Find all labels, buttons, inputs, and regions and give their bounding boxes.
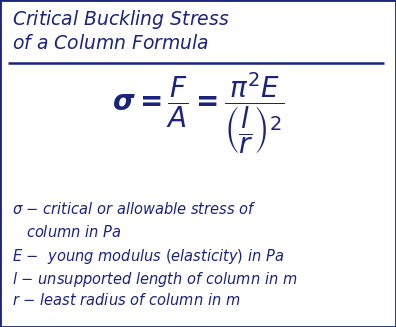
Text: $\mathbf{\mathit{Critical\ Buckling\ Stress}}$: $\mathbf{\mathit{Critical\ Buckling\ Str… xyxy=(12,8,229,31)
Text: $E$ $-$  $\mathit{young\ modulus\ (elasticity)\ in\ Pa}$: $E$ $-$ $\mathit{young\ modulus\ (elasti… xyxy=(12,247,284,266)
Text: $l$ $-$ $\mathit{unsupported\ length\ of\ column\ in\ m}$: $l$ $-$ $\mathit{unsupported\ length\ of… xyxy=(12,270,297,289)
Text: $\mathbf{\mathit{of\ a\ Column\ Formula}}$: $\mathbf{\mathit{of\ a\ Column\ Formula}… xyxy=(12,34,209,53)
Text: $\sigma$ $-$ $\mathit{critical\ or\ allowable\ stress\ of}$: $\sigma$ $-$ $\mathit{critical\ or\ allo… xyxy=(12,201,257,217)
Text: $\mathit{column\ in\ Pa}$: $\mathit{column\ in\ Pa}$ xyxy=(26,224,121,240)
Text: $\boldsymbol{\sigma = \dfrac{F}{A} = \dfrac{\pi^2 E}{\left(\dfrac{l}{r}\right)^2: $\boldsymbol{\sigma = \dfrac{F}{A} = \df… xyxy=(112,70,284,156)
Text: $r$ $-$ $\mathit{least\ radius\ of\ column\ in\ m}$: $r$ $-$ $\mathit{least\ radius\ of\ colu… xyxy=(12,292,240,308)
